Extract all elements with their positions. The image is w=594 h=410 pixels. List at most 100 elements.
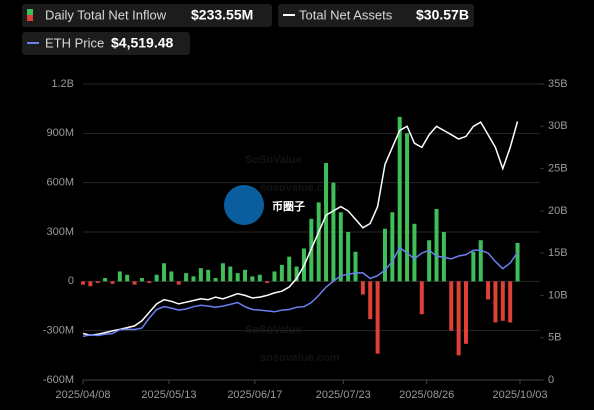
bar (154, 274, 159, 282)
y2-tick-label: 0 (548, 374, 554, 386)
bar (294, 266, 299, 282)
x-tick-label: 2025/06/17 (227, 389, 282, 401)
y2-tick-label: 30B (548, 120, 568, 132)
bar (427, 240, 432, 282)
bar (500, 281, 505, 321)
bar (257, 274, 262, 282)
bar (110, 281, 115, 284)
watermark: SoSoValue (245, 154, 302, 166)
bar (412, 223, 417, 282)
y2-tick-label: 35B (548, 78, 568, 90)
bar (279, 264, 284, 282)
bar (213, 278, 218, 282)
bar (272, 271, 277, 282)
line (82, 121, 519, 336)
bar (463, 281, 468, 344)
legend-value: $30.57B (416, 7, 469, 23)
bar (103, 278, 108, 282)
bar (147, 281, 152, 283)
y2-tick-label: 20B (548, 205, 568, 217)
bar (169, 271, 174, 282)
y2-tick-label: 15B (548, 247, 568, 259)
legend: Daily Total Net Inflow $233.55M Total Ne… (22, 4, 474, 55)
y-tick-label: 1.2B (51, 78, 74, 90)
bar (486, 281, 491, 300)
bar (515, 242, 520, 282)
bar (316, 202, 321, 282)
y2-tick-label: 25B (548, 162, 568, 174)
bar (375, 281, 380, 354)
x-tick-label: 2025/10/03 (492, 389, 547, 401)
y-tick-label: 900M (46, 127, 74, 139)
watermark: sosovalue.com (260, 182, 340, 194)
y-tick-label: -600M (43, 374, 74, 386)
bar (419, 281, 424, 315)
bar (125, 274, 130, 282)
bar (471, 251, 476, 282)
bar (132, 281, 137, 285)
x-tick-label: 2025/07/23 (316, 389, 371, 401)
bar (368, 281, 373, 320)
bar (324, 162, 329, 282)
bar (191, 276, 196, 282)
logo-icon (224, 185, 264, 225)
bar (493, 281, 498, 323)
x-tick-label: 2025/04/08 (55, 389, 110, 401)
bar (139, 278, 144, 282)
bar (95, 281, 100, 283)
bar (382, 228, 387, 282)
bar (198, 268, 203, 282)
bar (287, 256, 292, 282)
bar (265, 281, 270, 283)
bar (81, 281, 85, 285)
bar (228, 266, 233, 282)
bar (434, 208, 439, 282)
y-tick-label: 300M (46, 226, 74, 238)
legend-box (278, 4, 474, 27)
bar (346, 232, 351, 282)
logo-text: 币圈子 (272, 200, 305, 213)
legend-value: $4,519.48 (111, 35, 173, 51)
line (82, 246, 519, 338)
logo: 币圈子 (224, 185, 305, 225)
bar (353, 251, 358, 282)
watermark: sosovalue.com (260, 352, 340, 364)
watermark: SoSoValue (245, 324, 302, 336)
bar (338, 212, 343, 282)
legend-value: $233.55M (191, 7, 253, 23)
y2-tick-label: 10B (548, 289, 568, 301)
legend-icon (27, 9, 33, 15)
bar (508, 281, 513, 323)
bar (184, 273, 189, 282)
legend-icon (27, 15, 33, 21)
bar (250, 276, 255, 282)
y2-tick-label: 5B (548, 332, 561, 344)
bar (88, 281, 93, 287)
legend-label: ETH Price (45, 35, 104, 50)
x-tick-label: 2025/05/13 (141, 389, 196, 401)
y-tick-label: -300M (43, 325, 74, 337)
bar (235, 273, 240, 282)
bar (478, 240, 483, 282)
bar (220, 263, 225, 282)
legend-box (22, 32, 190, 55)
legend-box (22, 4, 272, 27)
plot: 1.2B 900M 600M 300M 0 -300M -600M 35B 30B 25B 20B 1… (43, 78, 568, 401)
bar (390, 212, 395, 282)
bar (397, 116, 402, 282)
bar (117, 271, 122, 282)
bar (449, 281, 454, 331)
bar (331, 182, 336, 282)
legend-label: Daily Total Net Inflow (45, 7, 167, 22)
y-tick-label: 600M (46, 177, 74, 189)
bar (176, 281, 181, 285)
bar (405, 133, 410, 282)
bar (243, 269, 248, 282)
y-tick-label: 0 (68, 275, 74, 287)
bar (206, 269, 211, 282)
bar (456, 281, 461, 356)
bar (360, 281, 365, 295)
x-tick-label: 2025/08/26 (399, 389, 454, 401)
